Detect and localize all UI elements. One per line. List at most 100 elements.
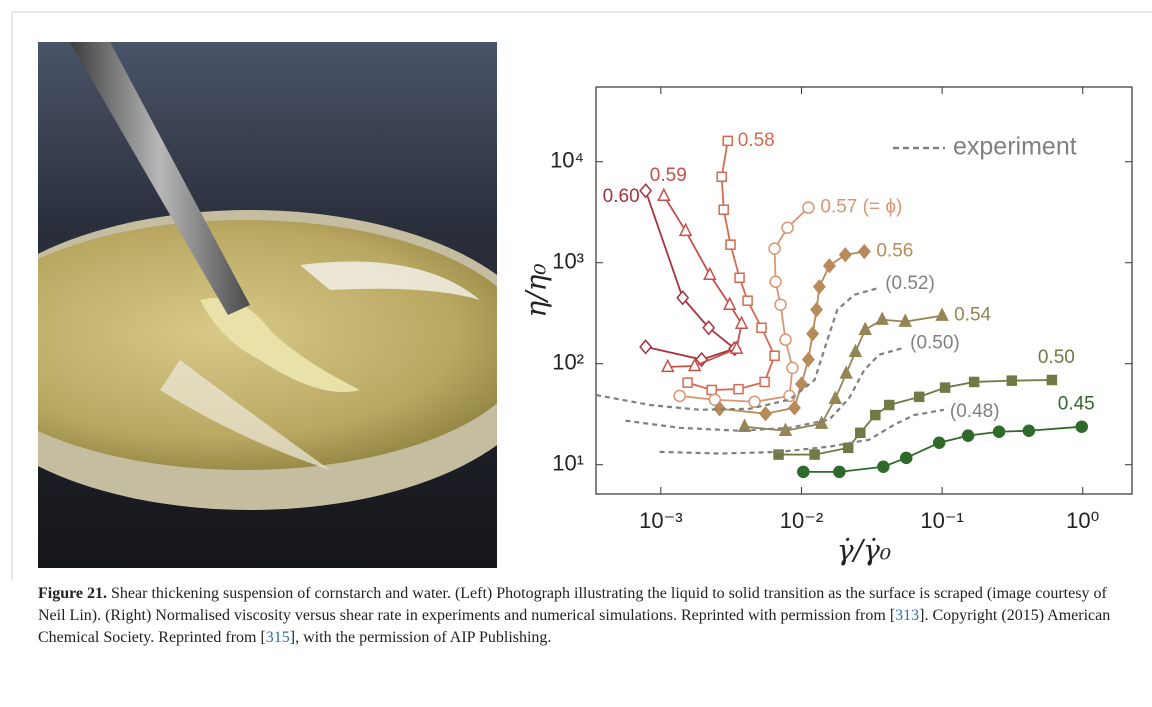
- data-point: [935, 307, 949, 321]
- data-point: [822, 258, 836, 274]
- data-point: [842, 442, 854, 454]
- simulation-line: [644, 190, 737, 361]
- data-point: [716, 171, 727, 183]
- data-point: [839, 365, 853, 379]
- y-tick-label: 10²: [552, 350, 584, 375]
- y-tick-label: 10⁴: [550, 148, 584, 173]
- data-point: [968, 376, 980, 388]
- series-label: 0.56: [876, 241, 913, 262]
- data-point: [809, 449, 820, 460]
- data-point: [768, 242, 781, 255]
- data-point: [857, 243, 871, 260]
- data-point: [769, 275, 782, 289]
- data-point: [722, 135, 733, 147]
- reference-link[interactable]: 315: [265, 629, 290, 646]
- series-label: 0.57 (= ϕ): [820, 197, 902, 218]
- data-point: [913, 391, 925, 403]
- reference-link[interactable]: 313: [895, 607, 920, 624]
- data-point: [729, 340, 744, 354]
- y-tick-label: 10¹: [552, 451, 584, 476]
- data-point: [1046, 374, 1058, 386]
- data-point: [779, 333, 792, 346]
- data-point: [877, 460, 890, 473]
- data-point: [682, 377, 693, 388]
- experiment-line: [659, 408, 945, 455]
- series-label: 0.54: [954, 305, 991, 326]
- data-point: [810, 302, 824, 318]
- legend-label: experiment: [953, 133, 1077, 161]
- plot-frame: [595, 86, 1133, 495]
- x-tick-label: 10⁰: [1066, 508, 1099, 533]
- data-point: [1075, 420, 1089, 433]
- data-point: [801, 351, 815, 368]
- series-label: 0.60: [603, 186, 640, 207]
- data-point: [759, 406, 772, 422]
- data-point: [657, 187, 671, 202]
- data-point: [687, 357, 702, 372]
- simulation-line: [744, 314, 943, 432]
- data-point: [639, 183, 653, 199]
- data-point: [759, 376, 770, 388]
- data-point: [828, 390, 843, 405]
- x-tick-label: 10⁻³: [639, 508, 682, 533]
- data-point: [788, 400, 801, 416]
- data-point: [814, 415, 829, 429]
- data-point: [786, 361, 799, 375]
- data-point: [676, 290, 690, 306]
- data-point: [899, 451, 913, 465]
- caption-text: Shear thickening suspension of cornstarc…: [38, 585, 1107, 624]
- data-point: [838, 247, 852, 263]
- data-point: [678, 222, 693, 237]
- data-point: [673, 389, 686, 403]
- data-point: [708, 393, 722, 406]
- data-point: [806, 326, 820, 342]
- data-point: [898, 313, 912, 327]
- series-label: 0.58: [738, 130, 775, 151]
- data-point: [733, 383, 744, 395]
- series-label: 0.59: [650, 165, 687, 186]
- data-point: [773, 449, 784, 460]
- spoon-handle: [70, 42, 250, 315]
- data-point: [661, 358, 675, 373]
- data-point: [734, 315, 749, 329]
- data-point: [639, 339, 653, 355]
- data-point: [718, 204, 729, 215]
- y-tick-label: 10³: [552, 249, 584, 274]
- data-point: [778, 422, 793, 436]
- data-point: [802, 201, 815, 214]
- data-point: [961, 429, 975, 442]
- data-point: [855, 427, 866, 439]
- solid-clumps: [200, 298, 360, 392]
- series-label: (0.52): [885, 273, 935, 294]
- caption-text: ], with the permission of AIP Publishing…: [289, 629, 552, 646]
- x-tick-label: 10⁻¹: [920, 508, 963, 533]
- experiment-line: [625, 346, 905, 432]
- data-point: [848, 343, 863, 358]
- simulation-line: [663, 195, 743, 368]
- data-point: [723, 296, 737, 310]
- y-axis-label: η/η₀: [520, 263, 553, 317]
- series-label: (0.50): [910, 333, 960, 354]
- data-point: [797, 465, 810, 479]
- x-tick-label: 10⁻²: [780, 508, 823, 533]
- data-point: [706, 384, 717, 396]
- data-point: [1022, 424, 1036, 437]
- data-point: [748, 395, 761, 409]
- data-point: [884, 399, 895, 411]
- highlight: [300, 261, 480, 300]
- series-label: (0.48): [950, 401, 1000, 422]
- data-point: [734, 272, 745, 284]
- data-point: [858, 321, 872, 335]
- caption-label: Figure 21.: [38, 585, 108, 602]
- data-point: [713, 401, 727, 417]
- data-point: [833, 465, 846, 479]
- photograph: [38, 42, 497, 568]
- data-point: [812, 279, 826, 295]
- data-point: [781, 221, 794, 234]
- series-label: 0.50: [1038, 347, 1075, 368]
- highlight: [160, 360, 330, 470]
- data-point: [932, 436, 946, 450]
- data-point: [725, 239, 736, 250]
- data-point: [794, 376, 808, 392]
